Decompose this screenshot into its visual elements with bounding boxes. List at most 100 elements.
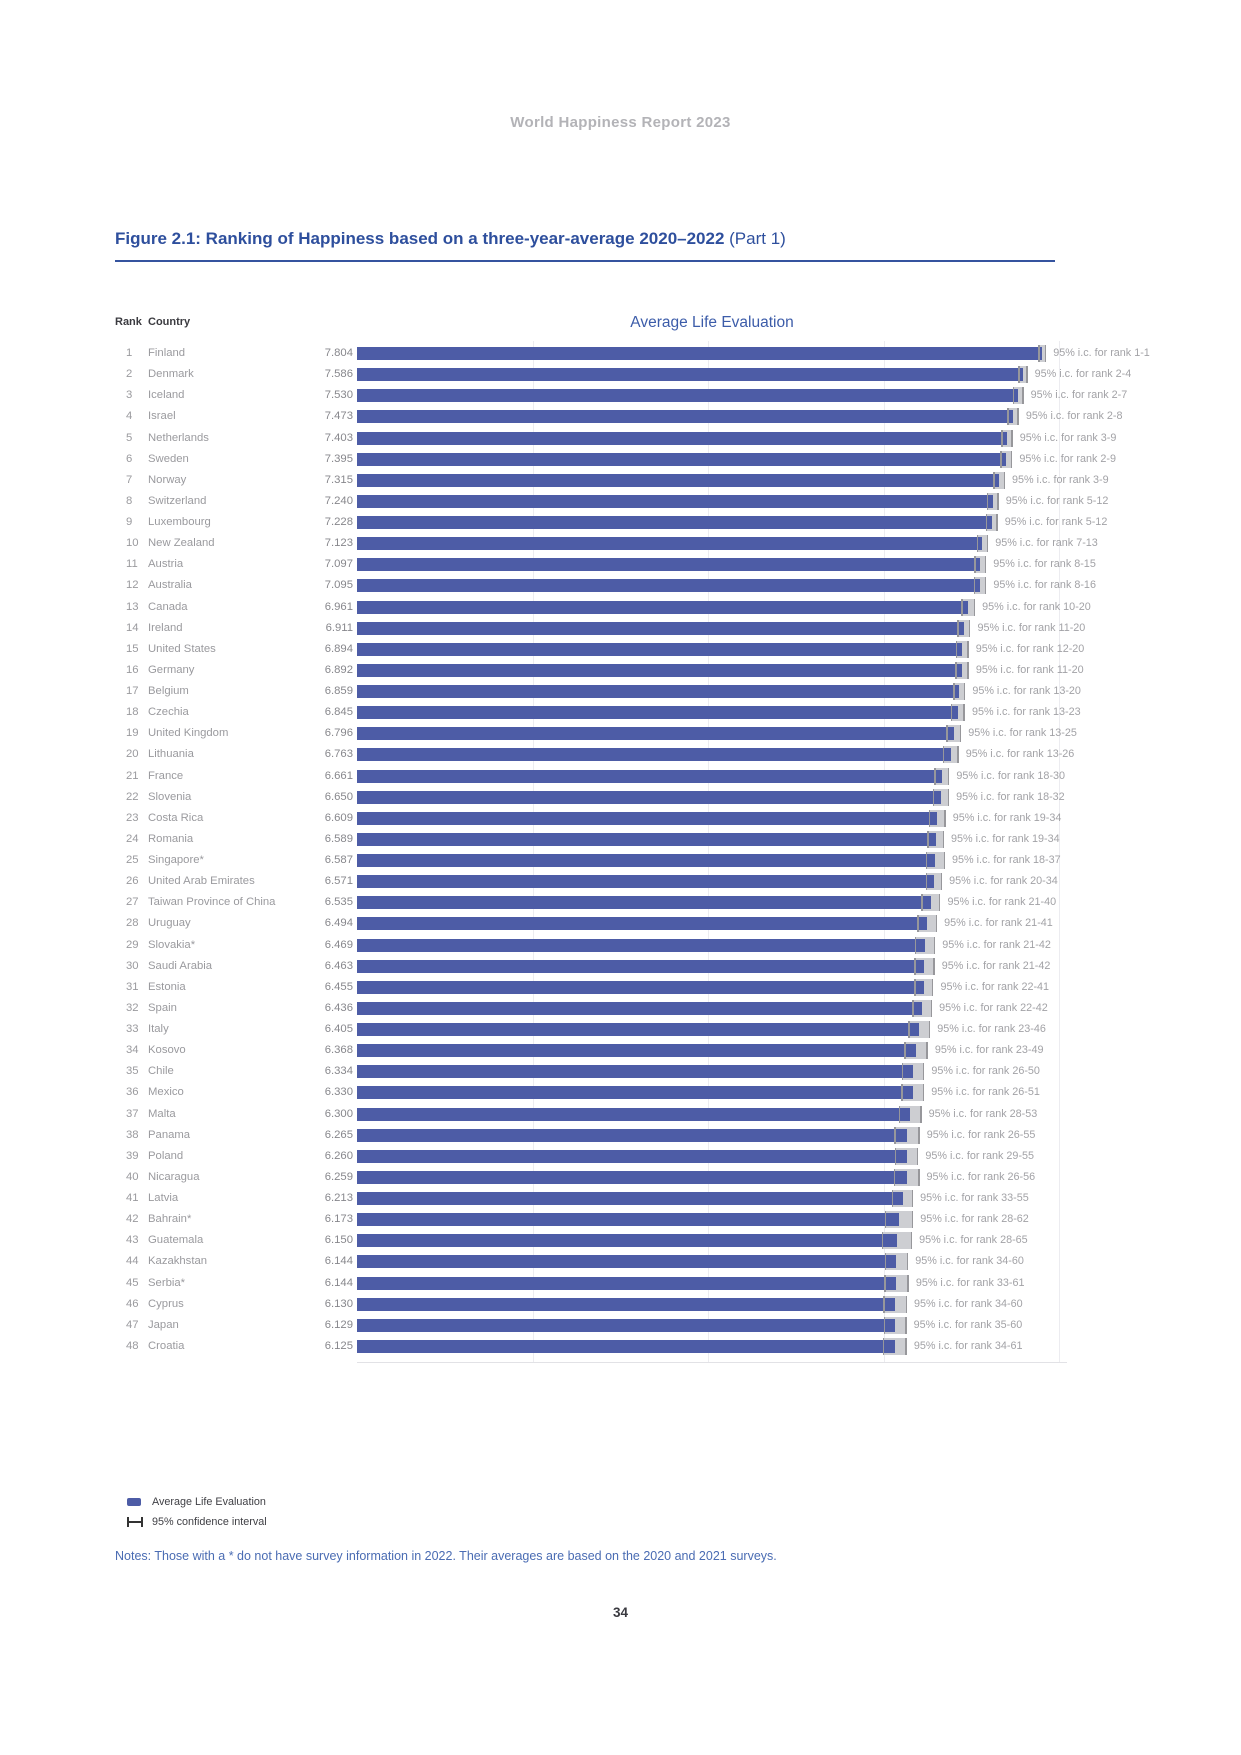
- ci-range-label: 95% i.c. for rank 3-9: [1012, 473, 1109, 486]
- chart-rows: 1 Finland 7.804 95% i.c. for rank 1-1 2 Denma…: [0, 343, 1241, 1357]
- value-label: 6.368: [324, 1044, 353, 1057]
- rank-label: 7: [126, 473, 133, 486]
- rank-label: 48: [126, 1339, 139, 1352]
- rank-label: 3: [126, 389, 133, 402]
- ci-cap-left: [893, 1168, 896, 1186]
- chart-row: 20 Lithuania 6.763 95% i.c. for rank 13-26: [0, 744, 1241, 765]
- rank-label: 46: [126, 1297, 139, 1310]
- country-label: United Arab Emirates: [148, 875, 255, 888]
- ci-cap-right: [1026, 366, 1028, 384]
- ci-cap-left: [894, 1126, 896, 1144]
- value-bar: [357, 1276, 897, 1290]
- value-label: 7.228: [324, 516, 353, 528]
- country-label: Germany: [148, 663, 195, 676]
- rank-label: 43: [126, 1234, 139, 1247]
- country-label: Bahrain*: [148, 1213, 192, 1226]
- ci-range-label: 95% i.c. for rank 22-42: [939, 1001, 1048, 1014]
- figure-title-part: (Part 1): [724, 229, 786, 248]
- value-bar: [357, 1318, 896, 1332]
- chart-row: 42 Bahrain* 6.173 95% i.c. for rank 28-62: [0, 1209, 1241, 1230]
- ci-cap-right: [967, 640, 969, 658]
- ci-cap-right: [922, 1063, 925, 1081]
- ci-cap-right: [931, 978, 934, 996]
- ci-cap-left: [925, 852, 928, 869]
- rank-label: 9: [126, 516, 133, 528]
- ci-cap-right: [911, 1211, 914, 1229]
- country-label: Guatemala: [148, 1234, 204, 1247]
- country-label: Poland: [148, 1149, 184, 1162]
- ci-cap-right: [944, 809, 946, 827]
- ci-cap-left: [917, 915, 919, 933]
- rank-label: 21: [126, 769, 139, 782]
- value-label: 6.494: [324, 917, 353, 930]
- value-label: 7.473: [324, 410, 353, 423]
- ci-range-label: 95% i.c. for rank 34-61: [913, 1339, 1023, 1352]
- ci-cap-right: [940, 873, 943, 891]
- value-bar: [357, 748, 951, 762]
- gridline: [708, 341, 710, 1362]
- ci-cap-right: [942, 830, 944, 848]
- ci-cap-right: [1044, 345, 1047, 362]
- country-label: Costa Rica: [148, 811, 204, 824]
- ci-range-label: 95% i.c. for rank 13-23: [971, 706, 1081, 719]
- chart-row: 16 Germany 6.892 95% i.c. for rank 11-20: [0, 660, 1241, 681]
- value-bar: [357, 832, 936, 846]
- ci-range-label: 95% i.c. for rank 2-7: [1030, 389, 1128, 402]
- value-label: 6.144: [324, 1255, 353, 1268]
- chart-row: 23 Costa Rica 6.609 95% i.c. for rank 19-34: [0, 808, 1241, 829]
- ci-cap-left: [976, 535, 979, 553]
- ci-cap-right: [996, 514, 998, 531]
- chart-row: 28 Uruguay 6.494 95% i.c. for rank 21-41: [0, 913, 1241, 934]
- country-label: Japan: [148, 1318, 179, 1331]
- ci-cap-right: [1010, 450, 1013, 468]
- ci-range-label: 95% i.c. for rank 13-20: [972, 685, 1081, 697]
- ci-cap-left: [957, 619, 959, 637]
- gridline: [883, 341, 885, 1362]
- value-label: 6.796: [324, 727, 353, 740]
- ci-cap-left: [894, 1147, 897, 1165]
- x-axis-baseline: [357, 1362, 1067, 1363]
- ci-cap-left: [901, 1063, 904, 1081]
- ci-range-label: 95% i.c. for rank 23-49: [934, 1044, 1044, 1057]
- ci-cap-right: [906, 1253, 909, 1271]
- page-number: 34: [612, 1605, 629, 1620]
- ci-cap-left: [898, 1105, 901, 1123]
- rank-label: 42: [126, 1213, 139, 1226]
- ci-cap-right: [947, 788, 950, 806]
- figure-title-main: Figure 2.1: Ranking of Happiness based o…: [115, 229, 725, 248]
- chart-row: 31 Estonia 6.455 95% i.c. for rank 22-41: [0, 977, 1241, 998]
- chart-row: 10 New Zealand 7.123 95% i.c. for rank 7-13: [0, 533, 1241, 554]
- ci-range-label: 95% i.c. for rank 26-51: [931, 1086, 1040, 1099]
- rank-label: 1: [126, 347, 133, 359]
- ci-cap-right: [1003, 471, 1006, 489]
- ci-cap-left: [884, 1211, 887, 1229]
- ci-range-label: 95% i.c. for rank 26-56: [926, 1170, 1036, 1183]
- ci-cap-left: [904, 1042, 906, 1060]
- ci-range-label: 95% i.c. for rank 21-42: [942, 938, 1051, 951]
- value-label: 6.405: [324, 1023, 353, 1035]
- rank-label: 30: [126, 959, 139, 972]
- chart-row: 19 United Kingdom 6.796 95% i.c. for rank 1…: [0, 723, 1241, 744]
- value-bar: [357, 347, 1043, 360]
- ci-cap-left: [912, 999, 914, 1017]
- country-label: Romania: [148, 832, 194, 845]
- value-bar: [357, 896, 931, 910]
- country-label: Switzerland: [148, 494, 207, 507]
- chart-row: 39 Poland 6.260 95% i.c. for rank 29-55: [0, 1146, 1241, 1167]
- chart-row: 33 Italy 6.405 95% i.c. for rank 23-46: [0, 1019, 1241, 1040]
- ci-cap-right: [930, 999, 933, 1017]
- ci-cap-right: [905, 1295, 907, 1313]
- column-header-rank: Rank: [115, 316, 142, 328]
- rank-label: 15: [126, 642, 139, 655]
- ci-range-label: 95% i.c. for rank 28-65: [919, 1234, 1028, 1247]
- rank-label: 34: [126, 1044, 139, 1057]
- rank-label: 47: [126, 1318, 139, 1331]
- chart-row: 11 Austria 7.097 95% i.c. for rank 8-15: [0, 554, 1241, 575]
- rank-label: 20: [126, 748, 139, 761]
- ci-range-label: 95% i.c. for rank 8-16: [993, 579, 1096, 592]
- ci-cap-right: [907, 1274, 909, 1292]
- value-label: 7.804: [324, 347, 353, 359]
- value-label: 7.395: [324, 452, 353, 465]
- ci-cap-left: [932, 788, 935, 806]
- value-label: 6.571: [324, 875, 353, 888]
